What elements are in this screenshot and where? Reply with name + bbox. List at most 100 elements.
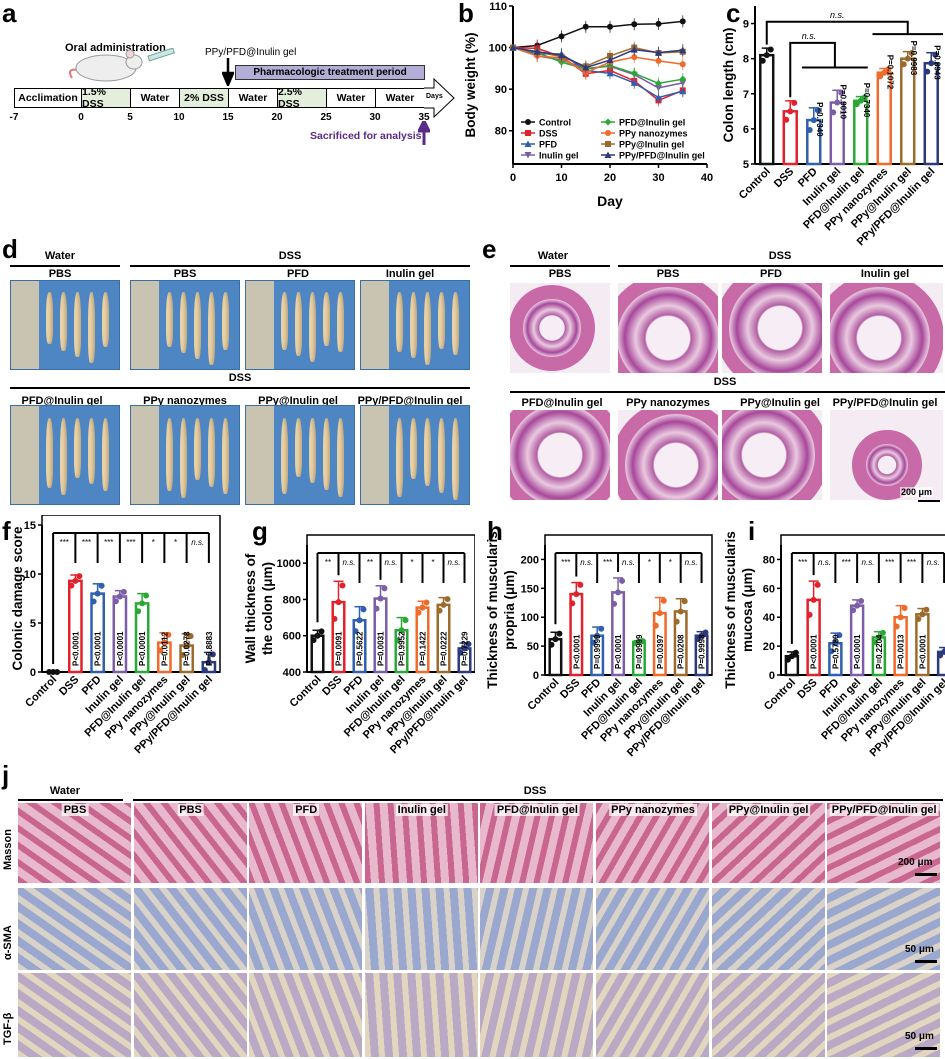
histo-label: PBS [656, 268, 680, 280]
data-point [814, 107, 821, 114]
data-point [679, 61, 686, 68]
y-tick-label: 15 [24, 520, 36, 532]
data-point [552, 636, 559, 643]
p-value-label: P=0.0013 [897, 634, 906, 669]
colon-cross-section [618, 283, 718, 373]
data-point [615, 589, 622, 596]
p-value-label: P=0.5622 [356, 631, 365, 666]
data-point [832, 640, 839, 647]
x-tick-label: 0 [510, 172, 516, 184]
segment-dss-1: 1.5% DSS [81, 86, 131, 110]
colon-specimen [165, 291, 174, 347]
photo-label: PBS [48, 268, 72, 280]
data-point [577, 581, 584, 588]
panel-letter-i: i [748, 516, 756, 546]
data-point [655, 93, 662, 101]
tick: 30 [369, 112, 381, 123]
y-tick-label: 80 [495, 126, 507, 138]
stain-image [18, 973, 131, 1057]
p-value-label: P=0.1072 [885, 55, 894, 90]
data-point [423, 599, 430, 606]
significance-label: *** [885, 558, 894, 567]
stain-image [133, 888, 247, 970]
data-point [656, 610, 663, 617]
segment-dss-3: 2.5% DSS [277, 86, 327, 110]
y-tick-label: 40 [763, 612, 775, 624]
significance-label: * [648, 558, 651, 567]
x-tick-label: 10 [555, 172, 567, 184]
tick: 35 [418, 112, 430, 123]
stain-image [596, 973, 709, 1057]
significance-label: *** [907, 558, 916, 567]
stain-image [827, 803, 941, 883]
data-point [90, 598, 97, 605]
significance-label: *** [842, 558, 851, 567]
tick: 20 [271, 112, 283, 123]
significance-label: n.s. [580, 558, 593, 567]
data-point [908, 50, 915, 57]
arrow-down-icon [222, 58, 234, 86]
segment-acclimation: Acclimation [14, 88, 82, 108]
significance-label: * [431, 558, 434, 567]
stain-image [480, 888, 594, 970]
y-axis-title: mucosa (μm) [740, 568, 755, 652]
colon-photo [130, 405, 240, 505]
data-point [533, 48, 541, 55]
data-point [605, 130, 611, 136]
data-point [398, 627, 405, 634]
stain-image [364, 803, 478, 883]
data-point [619, 577, 626, 584]
body-weight-line-chart: 80 90 100 110 Body weight (%) 0 10 20 30 40 Day Con… [463, 1, 713, 209]
tick: 0 [78, 112, 84, 123]
data-point [605, 141, 611, 147]
colon-specimen [45, 291, 54, 345]
photo-label: PFD [287, 268, 309, 280]
data-point [677, 608, 684, 615]
p-value-label: P<0.0001 [614, 634, 623, 669]
data-point [702, 629, 709, 636]
ruler [11, 281, 40, 369]
column-label: PPy@Inulin gel [726, 804, 811, 816]
tick: -7 [9, 112, 19, 123]
data-point [335, 599, 342, 606]
data-point [810, 117, 817, 124]
y-tick-label: 50 [527, 641, 539, 653]
data-point [767, 46, 774, 53]
data-point [161, 639, 168, 646]
p-value-label: P=0.9983 [909, 41, 918, 76]
significance-label: *** [126, 538, 135, 547]
data-point [787, 108, 794, 115]
group-label-dss: DSS [278, 250, 302, 262]
histo-label: PPy nanozymes [626, 397, 710, 409]
series-line [512, 46, 683, 74]
histology-image [510, 283, 610, 373]
colon-specimen [87, 291, 96, 363]
stain-image [711, 973, 825, 1057]
y-axis-title: Colon length (cm) [721, 28, 736, 143]
data-point [919, 611, 926, 618]
column-label: PPy/PFD@Inulin gel [829, 804, 939, 816]
significance-label: ** [367, 558, 373, 567]
data-point [444, 596, 451, 603]
colon-specimen [409, 291, 418, 359]
colon-specimen [395, 417, 404, 498]
significance-label: *** [104, 538, 113, 547]
significance-label: *** [561, 558, 570, 567]
data-point [759, 57, 766, 64]
x-tick-label: 20 [604, 172, 616, 184]
data-point [893, 623, 900, 630]
segment-dss-2: 2% DSS [179, 88, 229, 108]
colon-specimen [207, 291, 216, 366]
data-point [810, 596, 817, 603]
data-point [828, 648, 835, 655]
ruler [246, 406, 275, 504]
colon-specimen [73, 291, 82, 357]
data-point [558, 51, 565, 59]
stain-image [249, 888, 363, 970]
p-value-label: P=0.1422 [419, 631, 428, 666]
data-point [76, 573, 83, 580]
data-point [465, 641, 472, 648]
colon-cross-section [510, 285, 595, 371]
photo-label: PFD@Inulin gel [21, 395, 103, 407]
y-tick-label: 100 [521, 612, 539, 624]
